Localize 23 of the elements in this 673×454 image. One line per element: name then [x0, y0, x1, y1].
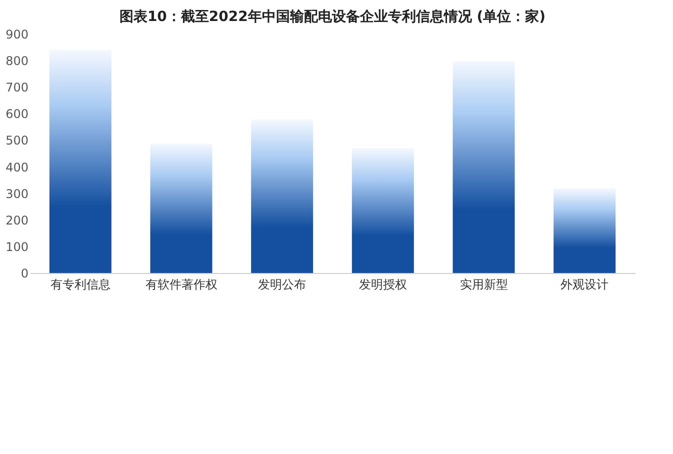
bar	[452, 61, 515, 273]
bar	[251, 120, 314, 273]
y-tick-label: 100	[6, 240, 28, 254]
x-tick-label: 实用新型	[460, 278, 508, 292]
x-tick-label: 有软件著作权	[145, 278, 218, 292]
y-tick-label: 300	[6, 186, 28, 201]
y-tick-label: 400	[6, 160, 28, 174]
y-tick-label: 600	[6, 107, 28, 122]
y-tick-label: 900	[6, 28, 28, 42]
y-tick-label: 200	[6, 213, 28, 228]
x-tick-label: 有专利信息	[50, 278, 110, 292]
bar	[49, 50, 112, 273]
y-tick-label: 700	[6, 80, 28, 95]
y-tick-label: 500	[6, 134, 28, 148]
y-tick-label: 0	[20, 266, 28, 280]
y-tick-label: 800	[6, 54, 28, 68]
bar	[352, 148, 414, 273]
x-tick-label: 发明授权	[358, 278, 407, 292]
bar	[150, 144, 212, 273]
x-tick-label: 外观设计	[560, 278, 609, 292]
x-tick-label: 发明公布	[258, 278, 306, 292]
chart-title: 图表10：截至2022年中国输配电设备企业专利信息情况 (单位：家)	[119, 8, 546, 25]
bar	[554, 188, 616, 273]
